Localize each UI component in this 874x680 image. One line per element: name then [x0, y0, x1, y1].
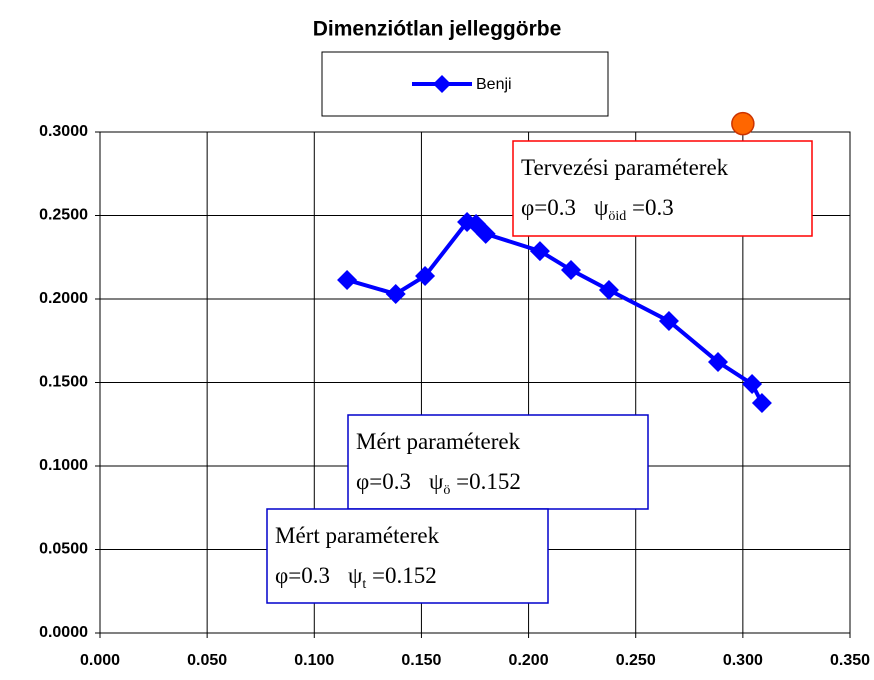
psi-sub: ö	[443, 483, 450, 498]
phi: φ=0.3	[275, 563, 330, 588]
legend-label: Benji	[476, 76, 512, 93]
marker	[529, 241, 550, 262]
annotation-title: Mért paraméterek	[275, 523, 440, 548]
y-tick-label: 0.3000	[39, 123, 88, 140]
x-tick-label: 0.250	[616, 652, 656, 669]
y-tick-label: 0.0500	[39, 541, 88, 558]
x-tick-label: 0.050	[187, 652, 227, 669]
y-tick-label: 0.0000	[39, 624, 88, 641]
psi-eq: =0.152	[366, 563, 436, 588]
marker	[658, 311, 679, 332]
annotation-title: Mért paraméterek	[356, 429, 521, 454]
marker	[708, 351, 728, 372]
psi-eq: =0.3	[626, 195, 673, 220]
annotation: Mért paraméterek φ=0.3 ψö =0.152	[347, 414, 649, 510]
annotation-formula: φ=0.3 ψt =0.152	[275, 563, 437, 592]
marker	[742, 374, 763, 395]
marker	[337, 269, 358, 290]
y-tick-label: 0.1000	[39, 457, 88, 474]
psi-eq: =0.152	[450, 469, 520, 494]
x-tick-label: 0.300	[723, 652, 763, 669]
annotation-title: Tervezési paraméterek	[521, 155, 729, 180]
marker	[598, 279, 619, 300]
annotation: Tervezési paraméterek φ=0.3 ψöid =0.3	[512, 140, 813, 237]
annotation-formula: φ=0.3 ψö =0.152	[356, 469, 521, 498]
x-tick-label: 0.150	[401, 652, 441, 669]
x-tick-label: 0.100	[294, 652, 334, 669]
chart-title: Dimenziótlan jelleggörbe	[313, 18, 562, 41]
annotation-box	[512, 140, 813, 237]
psi: ψ	[429, 469, 444, 494]
psi-sub: t	[362, 577, 366, 592]
legend: Benji	[321, 51, 609, 117]
y-tick-label: 0.2000	[39, 290, 88, 307]
marker	[475, 223, 496, 244]
x-tick-label: 0.350	[830, 652, 870, 669]
psi-sub: öid	[608, 209, 626, 224]
annotation-box	[347, 414, 649, 510]
legend-marker	[433, 75, 451, 93]
marker	[415, 265, 436, 286]
y-tick-label: 0.1500	[39, 374, 88, 391]
phi: φ=0.3	[521, 195, 576, 220]
y-tick-label: 0.2500	[39, 207, 88, 224]
x-tick-label: 0.200	[509, 652, 549, 669]
psi: ψ	[348, 563, 363, 588]
series-line	[346, 220, 764, 404]
annotation-box	[266, 508, 549, 604]
phi: φ=0.3	[356, 469, 411, 494]
x-tick-label: 0.000	[80, 652, 120, 669]
psi: ψ	[594, 195, 609, 220]
annotation: Mért paraméterek φ=0.3 ψt =0.152	[266, 508, 549, 604]
marker	[385, 283, 406, 304]
marker	[751, 393, 772, 414]
marker	[561, 259, 581, 280]
plot-border	[99, 131, 851, 634]
annotation-formula: φ=0.3 ψöid =0.3	[521, 195, 674, 224]
highlight-point	[731, 111, 755, 136]
